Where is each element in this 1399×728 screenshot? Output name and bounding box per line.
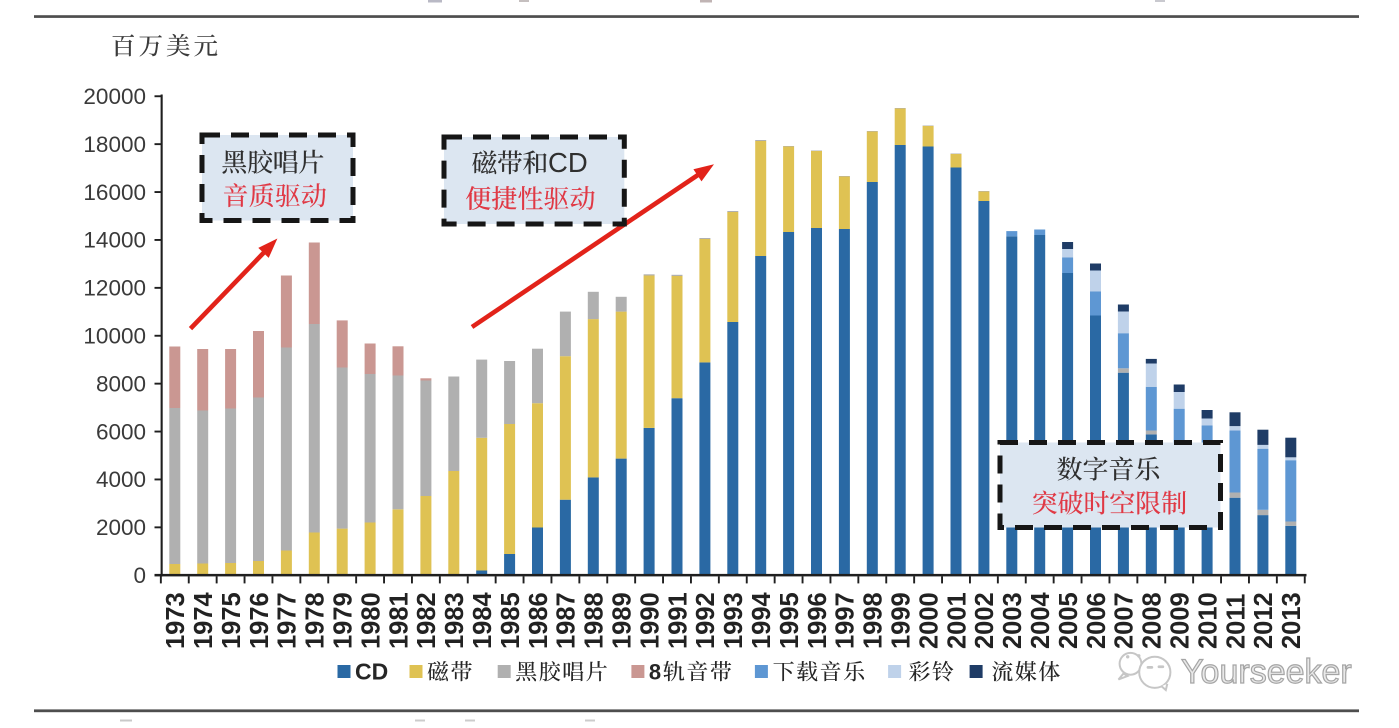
svg-text:1994: 1994 <box>748 591 776 649</box>
svg-text:1997: 1997 <box>832 592 860 649</box>
svg-text:1980: 1980 <box>357 592 385 649</box>
svg-text:2013: 2013 <box>1278 592 1306 649</box>
svg-text:Yourseeker: Yourseeker <box>1181 653 1352 691</box>
svg-text:8: 8 <box>649 660 661 685</box>
svg-text:1977: 1977 <box>274 592 302 649</box>
svg-text:1982: 1982 <box>413 592 441 649</box>
svg-text:2003: 2003 <box>999 592 1027 649</box>
svg-text:1998: 1998 <box>860 592 888 649</box>
svg-text:1985: 1985 <box>497 592 525 649</box>
svg-text:1990: 1990 <box>636 592 664 649</box>
svg-text:20000: 20000 <box>83 84 146 109</box>
svg-text:1995: 1995 <box>776 592 804 649</box>
svg-text:1983: 1983 <box>441 592 469 649</box>
svg-text:1989: 1989 <box>609 592 637 649</box>
svg-text:1974: 1974 <box>190 591 218 649</box>
svg-text:0: 0 <box>133 563 146 588</box>
svg-text:6000: 6000 <box>96 419 146 444</box>
svg-text:1973: 1973 <box>162 592 190 649</box>
svg-text:2011: 2011 <box>1222 594 1250 649</box>
svg-text:2005: 2005 <box>1055 592 1083 649</box>
svg-text:2009: 2009 <box>1167 592 1195 649</box>
svg-text:1988: 1988 <box>581 592 609 649</box>
svg-text:1992: 1992 <box>692 592 720 649</box>
svg-text:1991: 1991 <box>664 592 692 649</box>
svg-text:2002: 2002 <box>971 592 999 649</box>
svg-text:1993: 1993 <box>720 592 748 649</box>
svg-text:CD: CD <box>355 659 388 685</box>
svg-text:14000: 14000 <box>83 228 146 253</box>
svg-text:2000: 2000 <box>96 515 146 540</box>
svg-text:1976: 1976 <box>246 592 274 649</box>
svg-text:2012: 2012 <box>1250 592 1278 649</box>
svg-text:2004: 2004 <box>1027 591 1055 649</box>
svg-text:1979: 1979 <box>330 592 358 649</box>
svg-text:1975: 1975 <box>218 592 246 649</box>
svg-text:2008: 2008 <box>1139 592 1167 649</box>
svg-text:18000: 18000 <box>83 132 146 157</box>
svg-text:CD: CD <box>548 147 588 178</box>
svg-text:4000: 4000 <box>96 467 146 492</box>
svg-text:1978: 1978 <box>302 592 330 649</box>
svg-text:1999: 1999 <box>888 592 916 649</box>
svg-text:1986: 1986 <box>525 592 553 649</box>
svg-text:2000: 2000 <box>915 592 943 649</box>
svg-text:1987: 1987 <box>553 592 581 649</box>
svg-text:2006: 2006 <box>1083 592 1111 649</box>
svg-text:10000: 10000 <box>83 324 146 349</box>
svg-text:1996: 1996 <box>804 592 832 649</box>
svg-text:2007: 2007 <box>1111 592 1139 649</box>
svg-text:2001: 2001 <box>943 592 971 649</box>
svg-text:1981: 1981 <box>385 592 413 649</box>
svg-text:16000: 16000 <box>83 180 146 205</box>
svg-text:12000: 12000 <box>83 276 146 301</box>
svg-text:2010: 2010 <box>1194 592 1222 649</box>
svg-text:8000: 8000 <box>96 371 146 396</box>
svg-text:1984: 1984 <box>469 591 497 649</box>
